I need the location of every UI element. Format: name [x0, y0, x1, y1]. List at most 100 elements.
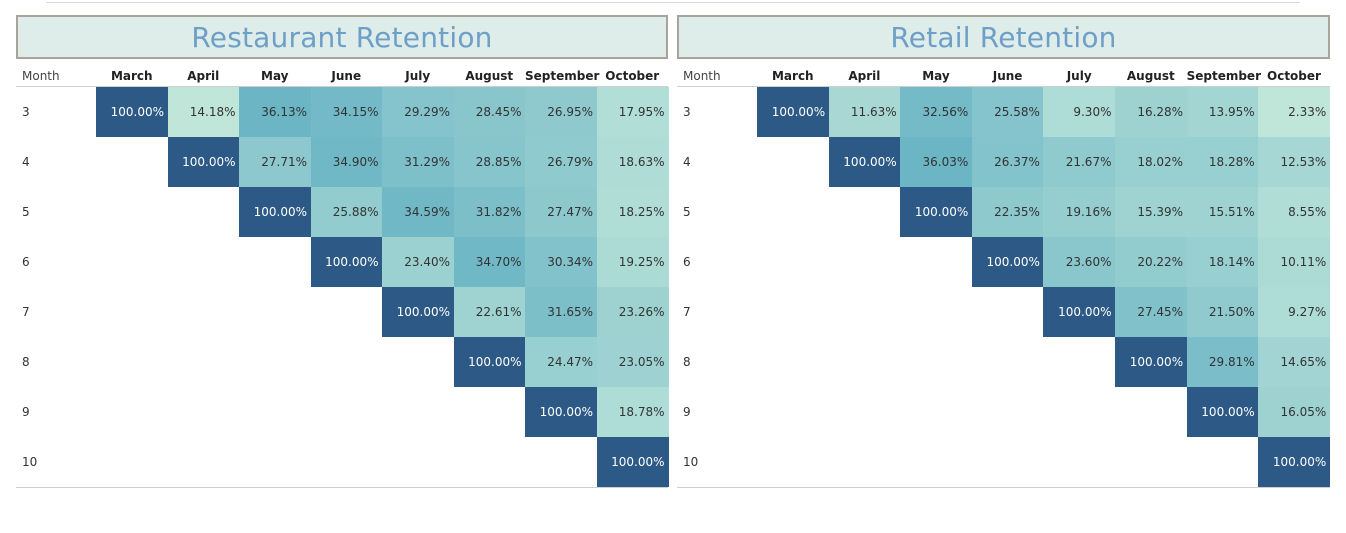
heatmap-cell: 27.47%	[525, 187, 597, 237]
column-header: July	[405, 69, 431, 83]
heatmap-cell: 34.15%	[310, 87, 383, 137]
heatmap-cell: 17.95%	[596, 87, 669, 137]
heatmap-cell: 23.60%	[1043, 237, 1116, 287]
row-label: 3	[22, 105, 30, 119]
heatmap-cell: 24.47%	[525, 337, 597, 387]
top-divider	[46, 2, 1300, 3]
heatmap-cell: 22.61%	[453, 287, 526, 337]
heatmap-cell: 16.05%	[1258, 387, 1331, 437]
header-divider	[677, 86, 1330, 87]
heatmap-cell: 26.37%	[971, 137, 1044, 187]
heatmap-cell: 25.88%	[310, 187, 383, 237]
heatmap-cell: 21.67%	[1043, 137, 1116, 187]
column-header: September	[525, 69, 600, 83]
column-header: June	[331, 69, 362, 83]
heatmap-cell: 100.00%	[1186, 387, 1259, 437]
column-header: May	[922, 69, 950, 83]
heatmap-cell: 29.81%	[1186, 337, 1259, 387]
heatmap-cell: 31.82%	[453, 187, 526, 237]
chart-title: Retail Retention	[890, 21, 1117, 54]
heatmap-cell: 100.00%	[596, 437, 669, 487]
row-label: 4	[683, 155, 691, 169]
bottom-divider	[677, 487, 1330, 488]
heatmap-cell: 14.18%	[167, 87, 240, 137]
header-divider	[16, 86, 668, 87]
heatmap-cell: 27.45%	[1115, 287, 1188, 337]
column-header: April	[187, 69, 220, 83]
heatmap-cell: 27.71%	[239, 137, 311, 187]
row-label: 10	[683, 455, 699, 469]
column-header: October	[1267, 69, 1321, 83]
heatmap-cell: 30.34%	[525, 237, 597, 287]
heatmap-cell: 36.03%	[900, 137, 973, 187]
row-header: Month	[22, 69, 60, 83]
bottom-divider	[16, 487, 668, 488]
column-header: August	[1126, 69, 1175, 83]
row-label: 7	[683, 305, 691, 319]
heatmap-cell: 10.11%	[1258, 237, 1331, 287]
row-label: 5	[683, 205, 691, 219]
row-label: 7	[22, 305, 30, 319]
heatmap-cell: 11.63%	[828, 87, 901, 137]
column-header: March	[110, 69, 153, 83]
heatmap-cell: 34.59%	[382, 187, 454, 237]
heatmap-cell: 9.27%	[1258, 287, 1331, 337]
heatmap-cell: 22.35%	[971, 187, 1044, 237]
row-label: 9	[22, 405, 30, 419]
heatmap-cell: 31.65%	[525, 287, 597, 337]
heatmap-cell: 32.56%	[900, 87, 973, 137]
column-header: April	[848, 69, 881, 83]
heatmap-cell: 15.51%	[1186, 187, 1259, 237]
heatmap-cell: 28.45%	[453, 87, 526, 137]
heatmap-cell: 100.00%	[971, 237, 1044, 287]
heatmap-cell: 100.00%	[1115, 337, 1188, 387]
heatmap-cell: 18.14%	[1186, 237, 1259, 287]
heatmap-cell: 100.00%	[239, 187, 311, 237]
heatmap-cell: 100.00%	[1258, 437, 1331, 487]
heatmap-cell: 36.13%	[239, 87, 311, 137]
row-label: 4	[22, 155, 30, 169]
heatmap-cell: 26.95%	[525, 87, 597, 137]
heatmap-cell: 18.28%	[1186, 137, 1259, 187]
heatmap-cell: 100.00%	[828, 137, 901, 187]
heatmap-cell: 29.29%	[382, 87, 454, 137]
heatmap-cell: 23.26%	[596, 287, 669, 337]
chart-title: Restaurant Retention	[191, 21, 493, 54]
column-header: March	[771, 69, 814, 83]
heatmap-cell: 100.00%	[310, 237, 383, 287]
heatmap-cell: 100.00%	[382, 287, 454, 337]
row-label: 5	[22, 205, 30, 219]
heatmap-cell: 19.16%	[1043, 187, 1116, 237]
column-header: August	[465, 69, 514, 83]
heatmap-cell: 100.00%	[900, 187, 973, 237]
row-label: 6	[683, 255, 691, 269]
heatmap-cell: 18.25%	[596, 187, 669, 237]
heatmap-cell: 21.50%	[1186, 287, 1259, 337]
heatmap-cell: 23.40%	[382, 237, 454, 287]
heatmap-cell: 100.00%	[757, 87, 830, 137]
row-label: 10	[22, 455, 38, 469]
heatmap-cell: 100.00%	[167, 137, 240, 187]
heatmap-cell: 14.65%	[1258, 337, 1331, 387]
column-header: May	[261, 69, 289, 83]
heatmap-cell: 26.79%	[525, 137, 597, 187]
heatmap-cell: 31.29%	[382, 137, 454, 187]
heatmap-cell: 16.28%	[1115, 87, 1188, 137]
heatmap-cell: 100.00%	[525, 387, 597, 437]
column-header: October	[605, 69, 660, 83]
heatmap-cell: 12.53%	[1258, 137, 1331, 187]
row-label: 8	[683, 355, 691, 369]
heatmap-cell: 100.00%	[96, 87, 168, 137]
column-header: June	[992, 69, 1023, 83]
heatmap-cell: 25.58%	[971, 87, 1044, 137]
row-header: Month	[683, 69, 721, 83]
heatmap-cell: 18.63%	[596, 137, 669, 187]
heatmap-cell: 20.22%	[1115, 237, 1188, 287]
heatmap-cell: 100.00%	[453, 337, 526, 387]
heatmap-cell: 100.00%	[1043, 287, 1116, 337]
heatmap-cell: 8.55%	[1258, 187, 1331, 237]
heatmap-cell: 23.05%	[596, 337, 669, 387]
heatmap-cell: 18.02%	[1115, 137, 1188, 187]
heatmap-cell: 19.25%	[596, 237, 669, 287]
heatmap-cell: 34.90%	[310, 137, 383, 187]
